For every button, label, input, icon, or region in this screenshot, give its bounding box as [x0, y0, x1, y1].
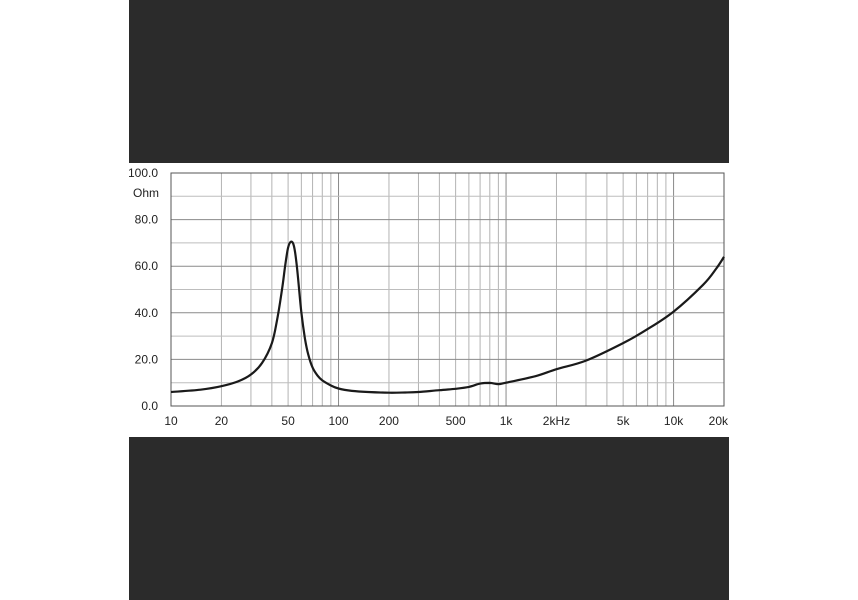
chart-svg: 0.0 20.0 40.0 60.0 80.0 100.0 Ohm 10 20 50 100 20… — [129, 166, 729, 428]
y-axis-ticks: 0.0 20.0 40.0 60.0 80.0 100.0 — [129, 166, 158, 413]
x-tick-label: 200 — [379, 414, 399, 428]
x-tick-label: 5k — [617, 414, 631, 428]
x-tick-label: 20k — [709, 414, 729, 428]
y-tick-label: 100.0 — [129, 166, 158, 180]
plot-border — [170, 172, 725, 407]
x-tick-label: 20 — [215, 414, 229, 428]
x-tick-label: 2kHz — [543, 414, 570, 428]
impedance-chart: 0.0 20.0 40.0 60.0 80.0 100.0 Ohm 10 20 50 100 20… — [129, 163, 729, 437]
series-lines — [170, 240, 725, 394]
y-axis-label: Ohm — [133, 186, 159, 200]
grid — [170, 173, 725, 406]
x-tick-label: 50 — [281, 414, 295, 428]
y-tick-label: 0.0 — [141, 399, 158, 413]
x-tick-label: 1k — [500, 414, 514, 428]
y-tick-label: 20.0 — [135, 352, 159, 366]
y-tick-label: 80.0 — [135, 213, 159, 227]
y-tick-label: 40.0 — [135, 306, 159, 320]
impedance-curve — [170, 240, 725, 394]
x-tick-label: 100 — [329, 414, 349, 428]
x-tick-label: 10 — [164, 414, 178, 428]
x-tick-label: 10k — [664, 414, 684, 428]
y-tick-label: 60.0 — [135, 259, 159, 273]
x-axis-ticks: 10 20 50 100 200 500 1k 2kHz 5k 10k 20k — [164, 414, 729, 428]
x-tick-label: 500 — [446, 414, 466, 428]
